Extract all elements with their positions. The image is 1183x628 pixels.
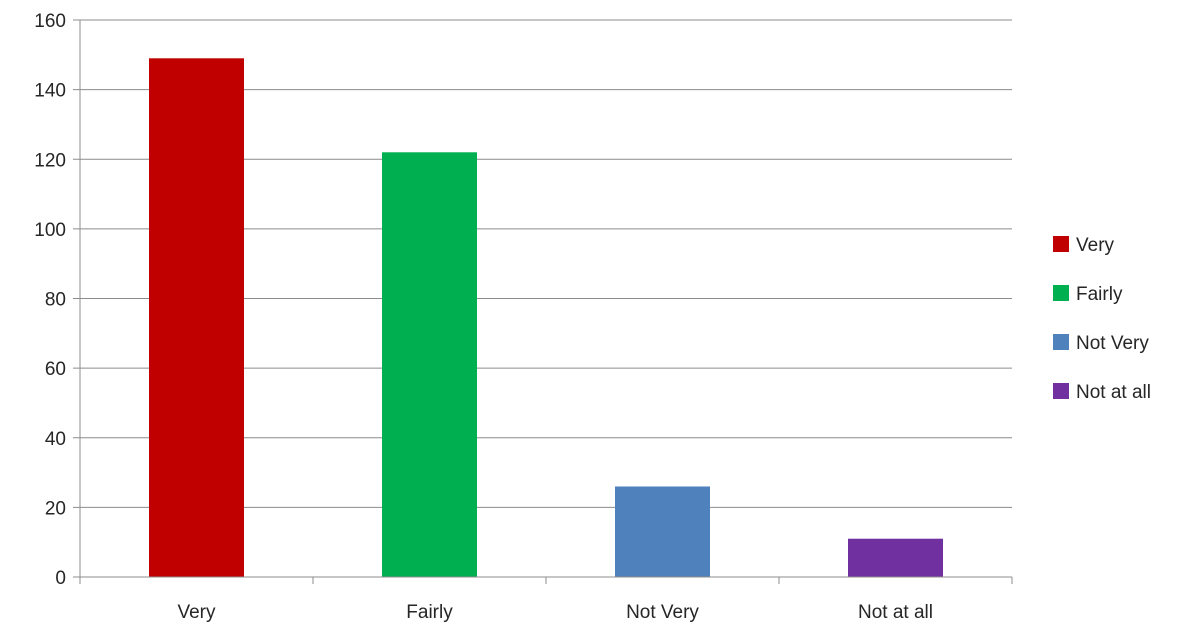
y-tick-label: 0 — [55, 568, 66, 589]
y-tick-label: 140 — [34, 81, 66, 102]
y-tick-label: 40 — [45, 429, 66, 450]
bars — [149, 58, 943, 577]
y-tick-label: 60 — [45, 359, 66, 380]
legend-label: Not at all — [1076, 382, 1151, 403]
legend-swatch — [1053, 334, 1069, 350]
y-tick-label: 20 — [45, 498, 66, 519]
bar-very — [149, 58, 244, 577]
legend: Very Fairly Not Very Not at all — [1053, 235, 1151, 403]
bar-not-very — [615, 486, 710, 577]
legend-swatch — [1053, 285, 1069, 301]
bar-not-at-all — [848, 538, 943, 577]
x-tick-label: Not Very — [626, 602, 699, 623]
legend-swatch — [1053, 236, 1069, 252]
x-tick-label: Not at all — [858, 602, 933, 623]
axes: 0 20 40 60 80 100 120 140 160 Very Fairly Not Very N… — [34, 11, 1013, 623]
legend-label: Not Very — [1076, 333, 1149, 354]
x-tick-label: Very — [177, 602, 216, 623]
legend-label: Very — [1076, 235, 1115, 256]
y-tick-label: 100 — [34, 220, 66, 241]
y-tick-label: 120 — [34, 150, 66, 171]
y-tick-label: 160 — [34, 11, 66, 32]
y-tick-label: 80 — [45, 290, 66, 311]
x-tick-label: Fairly — [406, 602, 453, 623]
legend-label: Fairly — [1076, 284, 1123, 305]
bar-fairly — [382, 152, 477, 577]
legend-swatch — [1053, 383, 1069, 399]
